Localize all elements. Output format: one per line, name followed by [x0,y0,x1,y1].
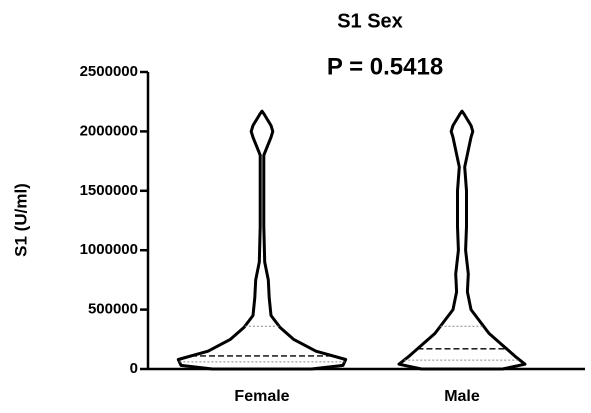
y-tick-label: 1500000 [80,182,138,199]
y-tick-label: 0 [130,360,138,377]
x-tick-label: Female [234,388,289,405]
violin [176,109,348,371]
y-tick-label: 2000000 [80,122,138,139]
y-tick-label: 500000 [88,301,138,318]
chart-title: S1 Sex [337,10,403,32]
annotation: P = 0.5418 [327,53,443,80]
y-tick-label: 2500000 [80,63,138,80]
violin [397,109,527,371]
x-tick-label: Male [444,388,480,405]
y-tick-label: 1000000 [80,241,138,258]
y-axis-label: S1 (U/ml) [11,183,30,257]
